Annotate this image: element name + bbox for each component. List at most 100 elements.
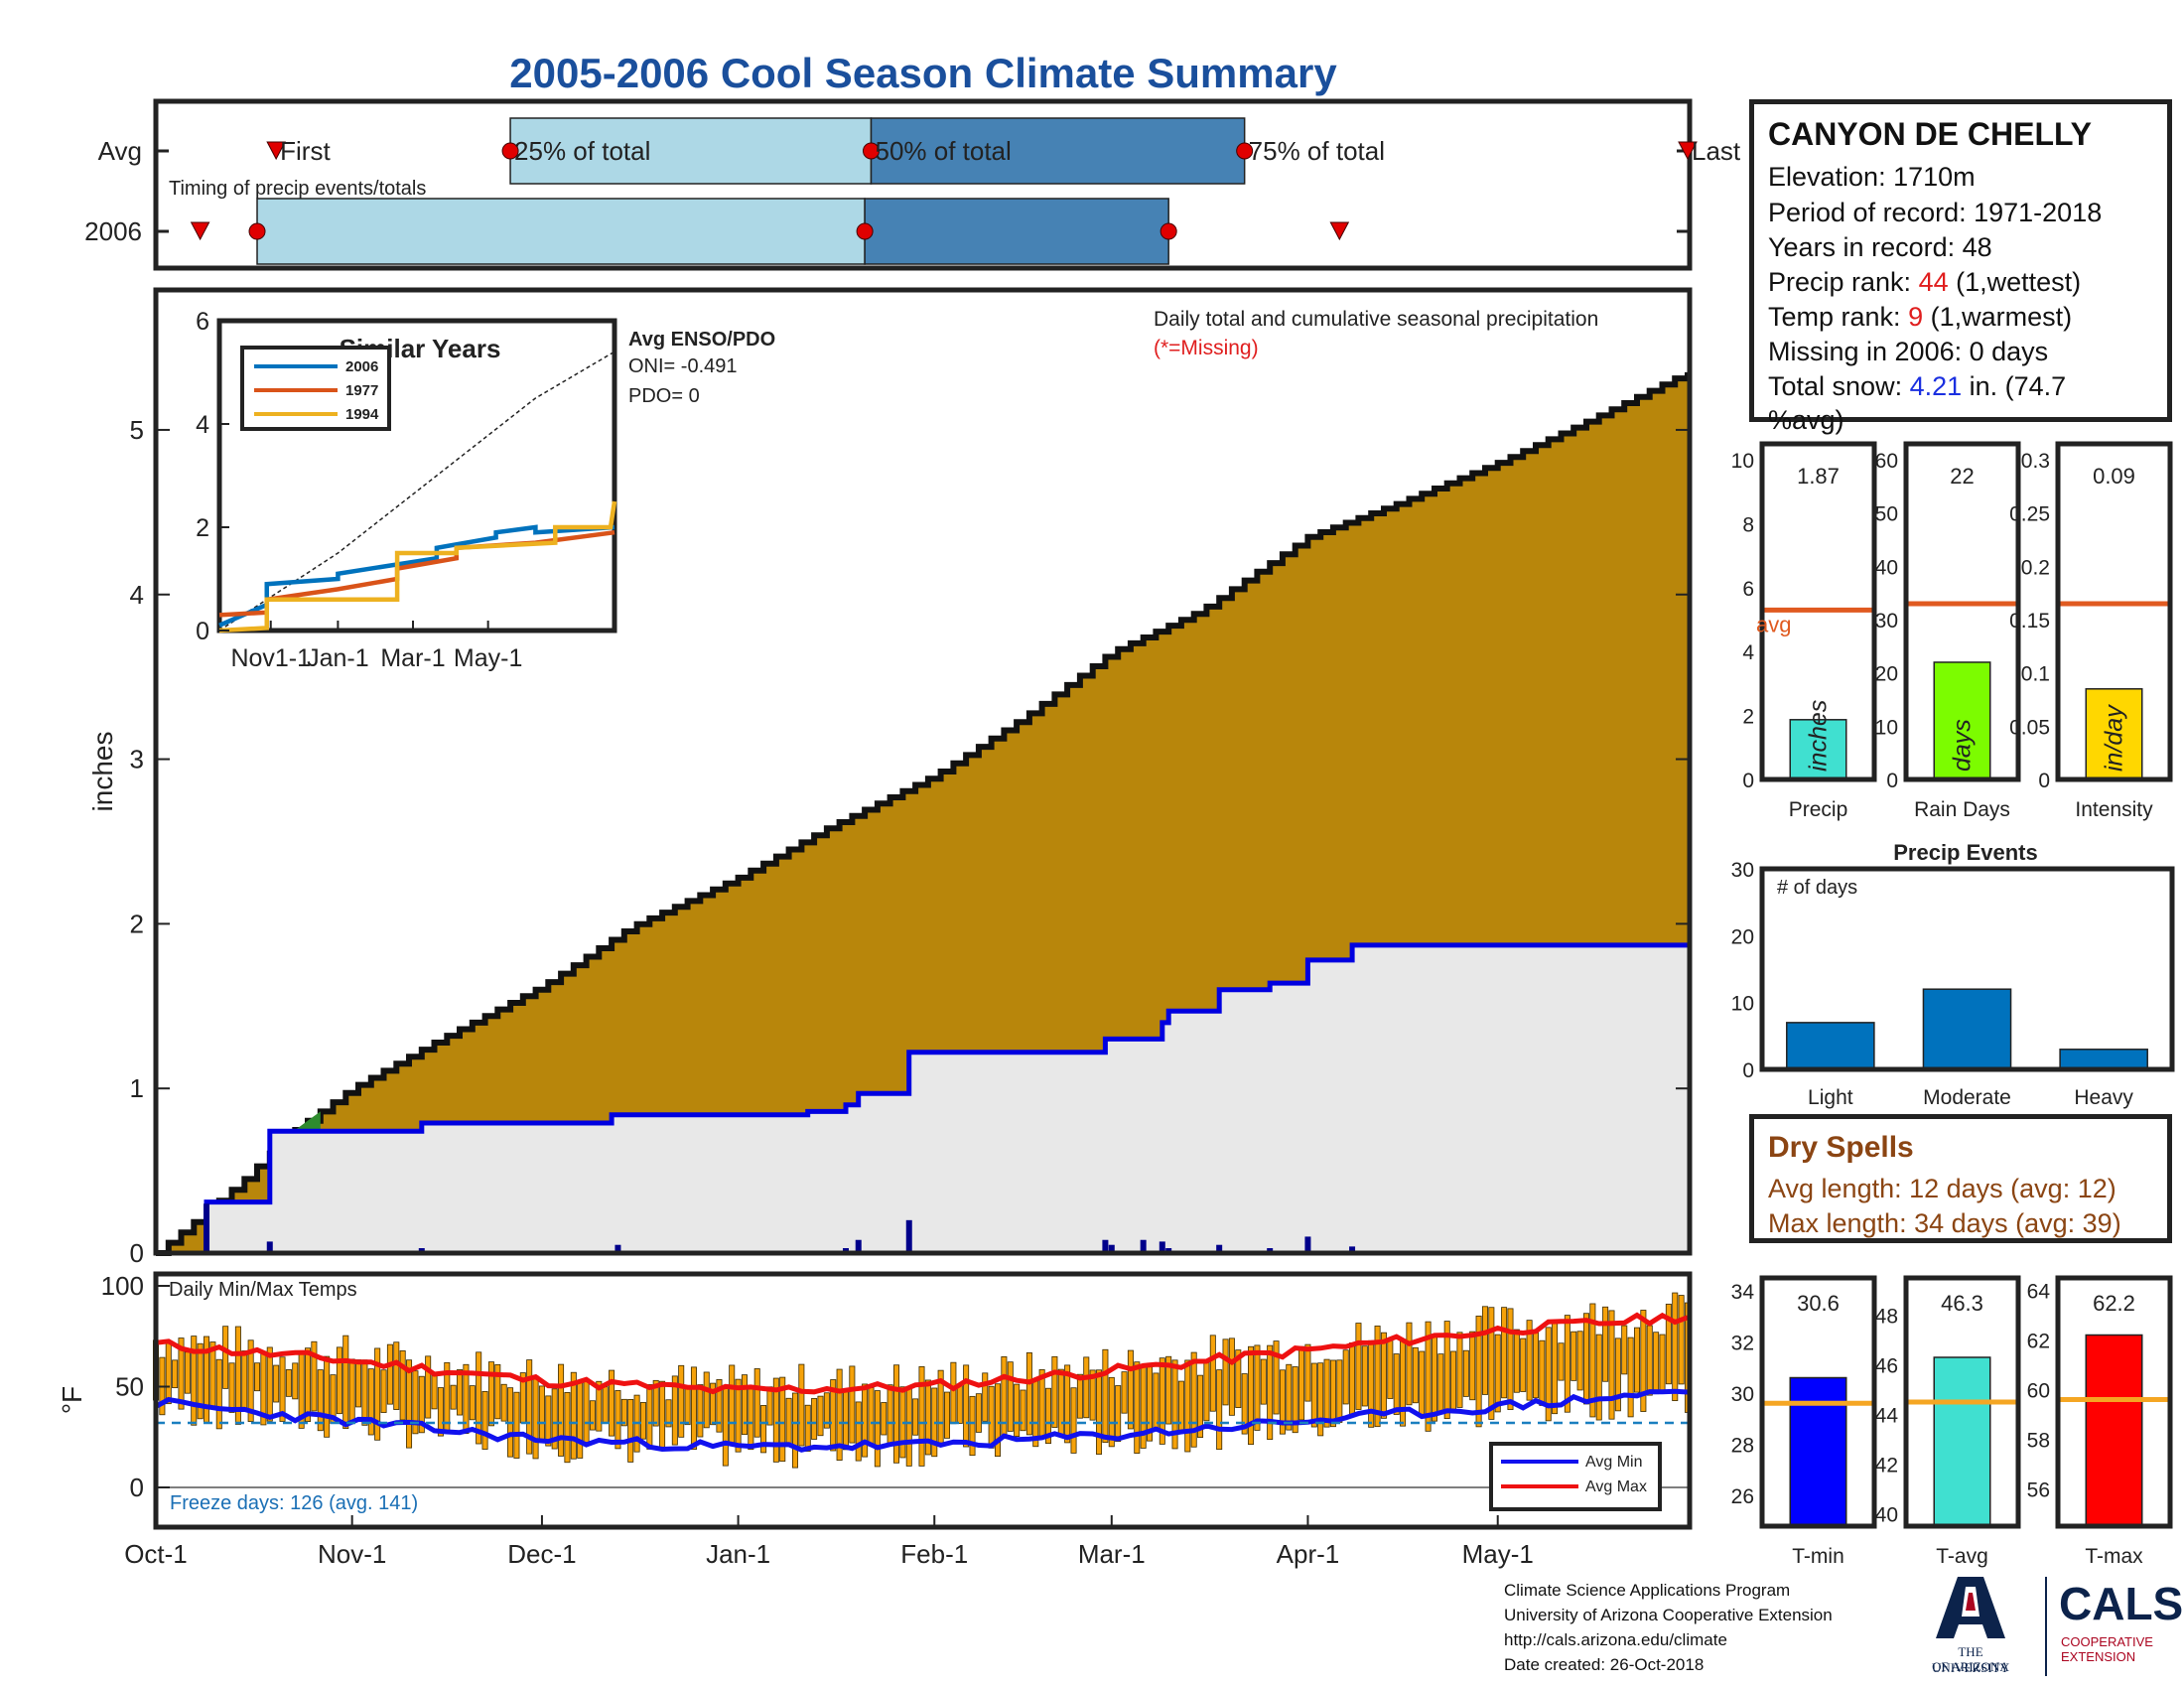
daily-temp-bar: [836, 1368, 843, 1462]
inset-series-1994: [218, 500, 617, 633]
x-tick-label: Jan-1: [706, 1539, 770, 1569]
daily-temp-bar: [1317, 1362, 1324, 1437]
daily-temp-bar: [1159, 1357, 1165, 1445]
ua-logo-line-1: THE UNIVERSITY: [1932, 1644, 2009, 1675]
timing-bar-second-half-2006: [864, 198, 1169, 265]
daily-temp-bar: [785, 1397, 792, 1446]
daily-temp-bar: [596, 1380, 603, 1432]
daily-temp-bar: [305, 1347, 312, 1422]
temp-rank-prefix: Temp rank:: [1768, 302, 1909, 332]
freeze-days-label: Freeze days: 126 (avg. 141): [170, 1492, 418, 1514]
daily-temp-bar: [564, 1391, 571, 1464]
daily-temp-bar: [1570, 1331, 1577, 1381]
footer-line-4: Date created: 26-Oct-2018: [1504, 1655, 1705, 1674]
daily-temp-bar: [178, 1337, 185, 1410]
daily-temp-bar: [431, 1374, 438, 1410]
summary-y-tick-label: 50: [1875, 503, 1898, 526]
x-tick-label: May-1: [1462, 1539, 1534, 1569]
daily-temp-bar: [336, 1346, 342, 1415]
temp-summary-frame: [1903, 1275, 2021, 1529]
timing-marker-2006: [1329, 221, 1350, 241]
temps-panel: 0 50 100 °F Daily Min/Max Temps Freeze days: …: [57, 1271, 1693, 1569]
daily-temp-bar: [348, 1358, 355, 1423]
daily-temp-bar: [380, 1369, 387, 1413]
daily-temp-bar: [1171, 1359, 1178, 1450]
daily-temp-bar: [355, 1359, 362, 1408]
enso-title: Avg ENSO/PDO: [628, 329, 775, 351]
summary-bar-Rain Days: [1933, 661, 1991, 780]
legend-label: Avg Min: [1585, 1454, 1643, 1471]
temp-summary-y-tick-label: 60: [2027, 1380, 2050, 1403]
daily-temp-bar: [1020, 1389, 1026, 1432]
timing-row-label-avg: Avg: [98, 136, 142, 166]
y-tick-label: 1: [130, 1073, 144, 1103]
footer-line-2: University of Arizona Cooperative Extens…: [1504, 1606, 1833, 1624]
y-tick-label: 100: [101, 1271, 144, 1301]
timing-row-label-2006: 2006: [84, 216, 142, 246]
ua-logo-line-2: OF ARIZONA: [1932, 1659, 2009, 1674]
summary-y-tick-label: 0.2: [2021, 556, 2050, 579]
temp-summary-y-tick-label: 46: [1875, 1355, 1898, 1378]
daily-temp-bar: [652, 1379, 659, 1427]
daily-precip-bar: [855, 1239, 862, 1253]
daily-temp-bar: [1298, 1345, 1305, 1421]
daily-temp-bar: [772, 1377, 779, 1463]
temp-summary-y-tick-label: 42: [1875, 1455, 1898, 1477]
daily-temp-bar: [1070, 1387, 1077, 1454]
inset-legend-label: 1994: [345, 406, 379, 423]
daily-temp-bar: [912, 1398, 919, 1436]
daily-temp-bar: [1576, 1331, 1583, 1391]
daily-temp-bar: [1501, 1307, 1508, 1399]
daily-temp-bar: [766, 1386, 773, 1426]
daily-temp-bar: [1507, 1308, 1514, 1411]
x-tick-label: Dec-1: [507, 1539, 576, 1569]
daily-temp-bar: [469, 1385, 476, 1421]
summary-y-tick-label: 30: [1875, 610, 1898, 633]
dry-spells-box: Dry Spells Avg length: 12 days (avg: 12)…: [1749, 1114, 2172, 1243]
events-y-tick-label: 20: [1731, 925, 1754, 948]
daily-temp-bar: [538, 1385, 545, 1441]
daily-temp-bar: [418, 1375, 425, 1434]
daily-temp-bar: [311, 1340, 318, 1412]
daily-temp-bar: [1443, 1321, 1450, 1420]
daily-temp-bar: [324, 1355, 331, 1438]
summary-panel-frame: [1903, 441, 2021, 782]
footer-line-1: Climate Science Applications Program: [1504, 1581, 1791, 1600]
daily-temp-bar: [532, 1375, 539, 1460]
daily-temp-bar: [545, 1395, 552, 1447]
summary-y-tick-label: 0.15: [2009, 610, 2050, 633]
daily-temp-bar: [481, 1391, 488, 1450]
daily-temp-bar: [1342, 1349, 1349, 1405]
daily-temp-bar: [1222, 1338, 1229, 1406]
temp-summary-value-label: 30.6: [1797, 1291, 1840, 1316]
daily-precip-bar: [1159, 1241, 1165, 1253]
daily-temp-bar: [722, 1388, 729, 1467]
daily-precip-bar: [266, 1241, 273, 1253]
daily-temp-bar: [646, 1384, 653, 1450]
events-y-tick-label: 30: [1731, 859, 1754, 882]
daily-precip-bar: [1140, 1239, 1147, 1253]
daily-temp-bar: [1248, 1345, 1255, 1446]
daily-temp-bar: [956, 1383, 963, 1424]
daily-temp-bar: [1602, 1306, 1609, 1382]
temp-summary-category-label: T-avg: [1936, 1545, 1988, 1568]
temp-summary-y-tick-label: 62: [2027, 1331, 2050, 1353]
daily-temp-bar: [690, 1366, 697, 1450]
daily-temp-bar: [1393, 1353, 1400, 1415]
daily-temp-bar: [1608, 1310, 1615, 1420]
temp-summary-y-tick-label: 64: [2027, 1281, 2051, 1304]
summary-category-label: Rain Days: [1914, 798, 2010, 821]
events-category-label: Heavy: [2074, 1086, 2133, 1109]
daily-precip-bar: [1304, 1236, 1311, 1253]
events-bar: [2059, 1049, 2148, 1070]
daily-temp-bar: [184, 1351, 191, 1394]
cals-logo-line-2: EXTENSION: [2061, 1649, 2136, 1664]
daily-temp-bar: [849, 1365, 856, 1444]
timing-marker-label: 50% of total: [875, 136, 1011, 166]
daily-temp-bar: [1051, 1355, 1058, 1428]
daily-temp-bar: [1228, 1337, 1235, 1416]
daily-temp-bar: [716, 1379, 723, 1433]
figure-title: 2005-2006 Cool Season Climate Summary: [509, 50, 1337, 96]
daily-temp-bar: [1558, 1342, 1565, 1381]
daily-temp-bar: [1412, 1346, 1419, 1404]
